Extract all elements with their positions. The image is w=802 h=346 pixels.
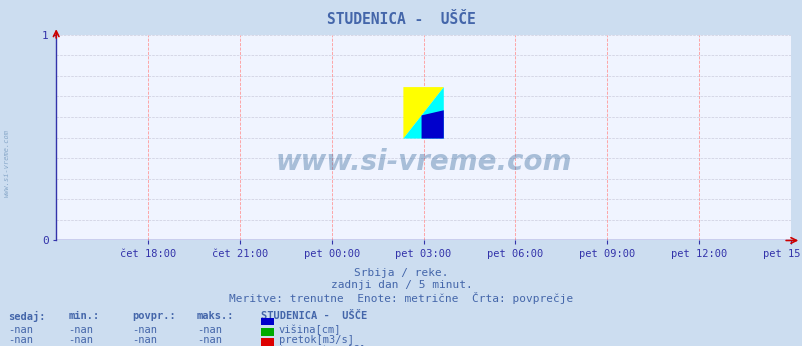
Text: -nan: -nan (196, 325, 221, 335)
Text: -nan: -nan (8, 335, 33, 345)
Text: Srbija / reke.: Srbija / reke. (354, 268, 448, 278)
Text: temperatura[C]: temperatura[C] (278, 345, 366, 346)
Text: -nan: -nan (132, 345, 157, 346)
Text: min.:: min.: (68, 311, 99, 321)
Text: www.si-vreme.com: www.si-vreme.com (3, 129, 9, 197)
Text: -nan: -nan (68, 325, 93, 335)
Text: -nan: -nan (68, 345, 93, 346)
Text: -nan: -nan (132, 325, 157, 335)
Text: povpr.:: povpr.: (132, 311, 176, 321)
Text: -nan: -nan (196, 345, 221, 346)
Text: -nan: -nan (8, 325, 33, 335)
Text: -nan: -nan (8, 345, 33, 346)
Text: maks.:: maks.: (196, 311, 234, 321)
Text: STUDENICA -  UŠČE: STUDENICA - UŠČE (326, 12, 476, 27)
Text: -nan: -nan (132, 335, 157, 345)
Text: www.si-vreme.com: www.si-vreme.com (275, 148, 571, 176)
Polygon shape (421, 110, 444, 138)
Text: Meritve: trenutne  Enote: metrične  Črta: povprečje: Meritve: trenutne Enote: metrične Črta: … (229, 292, 573, 304)
Polygon shape (403, 87, 444, 138)
Polygon shape (403, 87, 444, 138)
Text: -nan: -nan (196, 335, 221, 345)
Text: STUDENICA -  UŠČE: STUDENICA - UŠČE (261, 311, 367, 321)
Text: sedaj:: sedaj: (8, 311, 46, 322)
Text: pretok[m3/s]: pretok[m3/s] (278, 335, 353, 345)
Text: -nan: -nan (68, 335, 93, 345)
Text: zadnji dan / 5 minut.: zadnji dan / 5 minut. (330, 280, 472, 290)
Text: višina[cm]: višina[cm] (278, 325, 341, 335)
